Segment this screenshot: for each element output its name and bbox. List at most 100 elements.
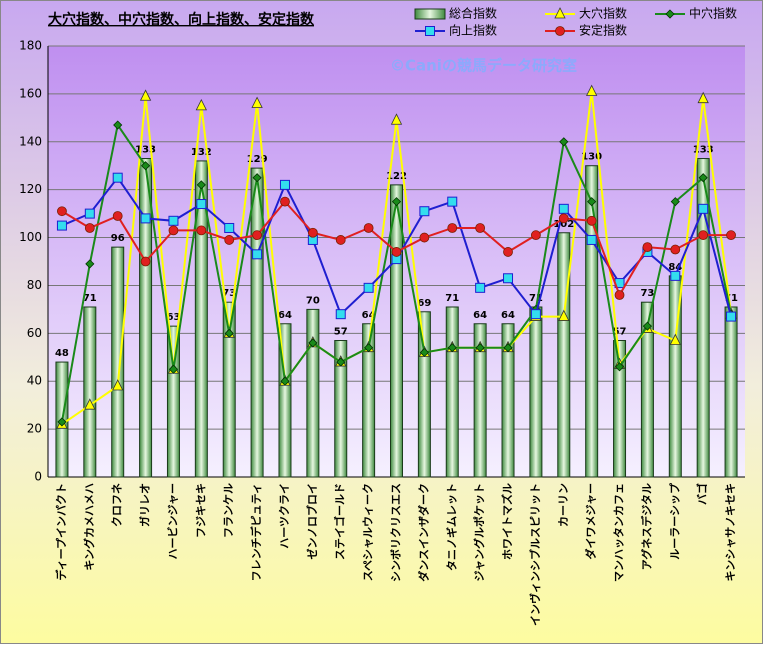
- x-tick-label: ジャングルポケット: [472, 483, 486, 581]
- marker: [308, 338, 318, 348]
- bar-value-label: 130: [581, 152, 602, 163]
- x-tick-label: ダイワメジャー: [584, 483, 598, 559]
- marker: [475, 343, 485, 353]
- marker: [196, 180, 206, 190]
- legend-label: 向上指数: [449, 23, 497, 38]
- marker: [391, 247, 402, 257]
- marker: [642, 321, 652, 331]
- marker: [503, 273, 514, 284]
- y-tick-label: 0: [34, 470, 42, 484]
- marker: [252, 230, 263, 241]
- bar: [613, 340, 627, 478]
- bar-value-label: 64: [473, 310, 487, 321]
- marker: [698, 230, 709, 241]
- marker: [140, 213, 151, 224]
- legend-label: 総合指数: [449, 6, 497, 21]
- marker: [224, 235, 235, 245]
- bar: [334, 340, 348, 478]
- marker: [670, 244, 681, 255]
- marker: [475, 282, 486, 293]
- marker: [251, 96, 263, 108]
- marker: [140, 256, 151, 267]
- marker: [447, 343, 457, 353]
- chart-title: 大穴指数、中穴指数、向上指数、安定指数: [48, 11, 315, 28]
- marker: [196, 199, 207, 210]
- marker: [335, 235, 346, 245]
- bar: [585, 165, 599, 478]
- marker: [168, 225, 179, 236]
- y-tick-label: 40: [27, 374, 42, 388]
- marker: [391, 197, 402, 207]
- legend-marker: [554, 7, 566, 19]
- marker: [336, 357, 346, 367]
- bar-value-label: 69: [417, 298, 431, 309]
- x-tick-label: ハービンジャー: [165, 483, 179, 559]
- bar-value-label: 57: [613, 327, 627, 338]
- bar-value-label: 96: [111, 233, 125, 244]
- marker: [419, 347, 429, 358]
- marker: [559, 137, 569, 147]
- bar: [306, 308, 320, 478]
- bar-value-label: 73: [222, 288, 236, 299]
- x-tick-label: フランケル: [222, 483, 235, 538]
- legend-label: 大穴指数: [579, 6, 627, 21]
- marker: [168, 215, 179, 226]
- bar: [166, 325, 180, 478]
- bar: [501, 323, 515, 478]
- bar-value-label: 71: [445, 293, 459, 304]
- marker: [530, 309, 541, 320]
- marker: [503, 343, 513, 353]
- bar-value-label: 129: [247, 154, 268, 165]
- x-tick-label: マンハッタンカフェ: [613, 483, 626, 582]
- bar-value-label: 133: [693, 145, 714, 156]
- y-tick-label: 60: [27, 326, 42, 340]
- x-tick-label: インヴィンシブルスピリット: [528, 483, 542, 626]
- y-tick-label: 180: [19, 39, 42, 53]
- x-tick-label: アグネスデジタル: [639, 483, 653, 570]
- legend-marker: [425, 26, 435, 36]
- marker: [224, 328, 234, 338]
- marker: [113, 120, 123, 130]
- marker: [642, 242, 653, 253]
- legend-label: 安定指数: [579, 23, 627, 38]
- y-tick-label: 20: [27, 422, 42, 436]
- bar: [640, 301, 654, 478]
- legend-swatch: [414, 8, 446, 20]
- bar-value-label: 70: [306, 295, 320, 306]
- bar-value-label: 73: [640, 288, 654, 299]
- marker: [669, 333, 681, 345]
- marker: [670, 197, 680, 207]
- x-tick-label: ステイゴールド: [333, 483, 347, 560]
- x-tick-label: バゴ: [695, 483, 709, 505]
- marker: [586, 234, 597, 245]
- marker: [57, 206, 67, 217]
- marker: [447, 223, 458, 233]
- marker: [280, 376, 290, 386]
- bar: [222, 301, 236, 478]
- marker: [279, 179, 290, 190]
- y-tick-label: 80: [27, 278, 42, 292]
- marker: [307, 227, 318, 238]
- marker: [419, 206, 430, 217]
- bar: [111, 246, 125, 478]
- marker: [168, 364, 179, 374]
- y-tick-label: 140: [19, 134, 42, 148]
- marker: [363, 223, 374, 233]
- x-tick-label: ガリレオ: [138, 483, 152, 527]
- marker: [419, 232, 430, 243]
- y-tick-label: 120: [19, 182, 42, 196]
- bar: [362, 323, 376, 478]
- marker: [390, 113, 403, 125]
- bar: [724, 306, 738, 478]
- marker: [252, 173, 262, 183]
- marker: [112, 211, 123, 221]
- x-tick-label: タニノギムレット: [444, 483, 458, 571]
- marker: [84, 223, 95, 233]
- x-tick-label: ダンスインザダーク: [416, 483, 430, 582]
- marker: [84, 398, 96, 410]
- marker: [587, 197, 597, 207]
- x-tick-label: ディープインパクト: [54, 483, 68, 581]
- bar-value-label: 48: [55, 348, 69, 359]
- bar: [557, 232, 571, 478]
- bar-value-label: 64: [501, 310, 515, 321]
